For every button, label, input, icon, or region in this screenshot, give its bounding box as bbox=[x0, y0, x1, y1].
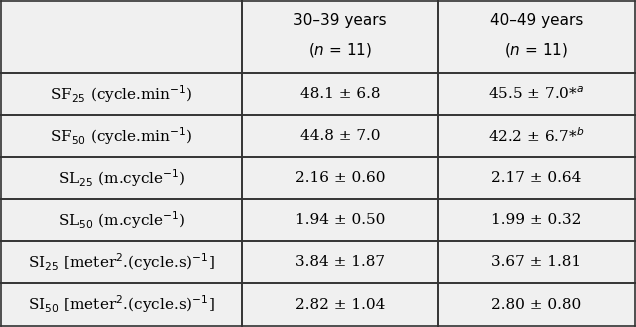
Text: 42.2 ± 6.7*$^{b}$: 42.2 ± 6.7*$^{b}$ bbox=[488, 127, 584, 145]
Text: 2.80 ± 0.80: 2.80 ± 0.80 bbox=[492, 298, 581, 312]
Text: 3.84 ± 1.87: 3.84 ± 1.87 bbox=[295, 255, 385, 269]
Text: 44.8 ± 7.0: 44.8 ± 7.0 bbox=[300, 129, 380, 143]
Text: 3.67 ± 1.81: 3.67 ± 1.81 bbox=[492, 255, 581, 269]
Text: 2.82 ± 1.04: 2.82 ± 1.04 bbox=[295, 298, 385, 312]
Text: SI$_{50}$ [meter$^{2}$.(cycle.s)$^{−1}$]: SI$_{50}$ [meter$^{2}$.(cycle.s)$^{−1}$] bbox=[29, 294, 215, 315]
Text: 1.99 ± 0.32: 1.99 ± 0.32 bbox=[491, 213, 582, 227]
Text: 40–49 years: 40–49 years bbox=[490, 13, 583, 28]
Text: 30–39 years: 30–39 years bbox=[293, 13, 387, 28]
Text: SL$_{50}$ (m.cycle$^{−1}$): SL$_{50}$ (m.cycle$^{−1}$) bbox=[58, 209, 186, 231]
Text: ($n$ = 11): ($n$ = 11) bbox=[308, 41, 372, 59]
Text: 48.1 ± 6.8: 48.1 ± 6.8 bbox=[300, 87, 380, 101]
Text: 2.17 ± 0.64: 2.17 ± 0.64 bbox=[491, 171, 582, 185]
Text: SI$_{25}$ [meter$^{2}$.(cycle.s)$^{−1}$]: SI$_{25}$ [meter$^{2}$.(cycle.s)$^{−1}$] bbox=[29, 251, 215, 273]
Text: 1.94 ± 0.50: 1.94 ± 0.50 bbox=[295, 213, 385, 227]
Text: 2.16 ± 0.60: 2.16 ± 0.60 bbox=[295, 171, 385, 185]
Text: 45.5 ± 7.0*$^{a}$: 45.5 ± 7.0*$^{a}$ bbox=[488, 85, 584, 102]
Text: ($n$ = 11): ($n$ = 11) bbox=[504, 41, 569, 59]
Text: SF$_{25}$ (cycle.min$^{−1}$): SF$_{25}$ (cycle.min$^{−1}$) bbox=[50, 83, 193, 105]
Text: SF$_{50}$ (cycle.min$^{−1}$): SF$_{50}$ (cycle.min$^{−1}$) bbox=[50, 125, 193, 147]
Text: SL$_{25}$ (m.cycle$^{−1}$): SL$_{25}$ (m.cycle$^{−1}$) bbox=[58, 167, 186, 189]
